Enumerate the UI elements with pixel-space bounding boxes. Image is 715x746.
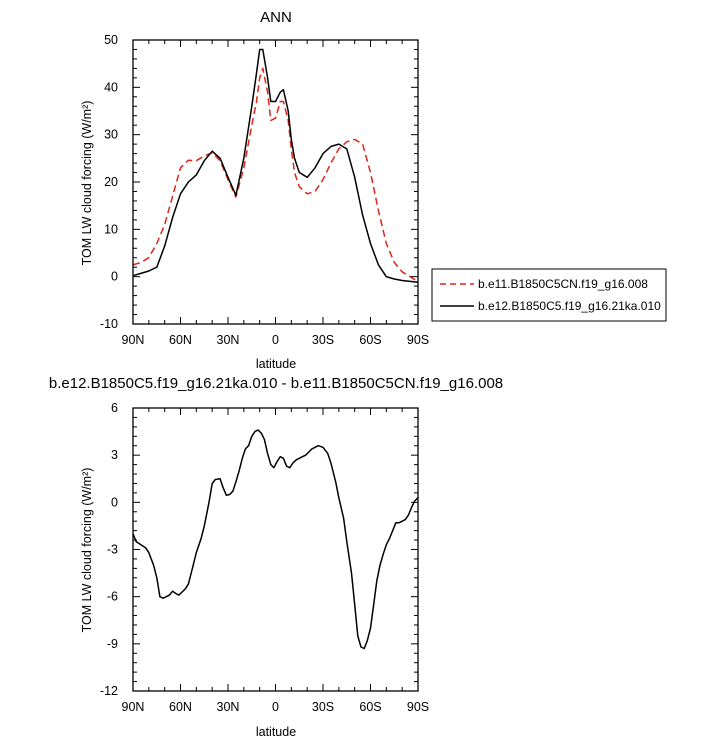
- x-tick-label: 90N: [122, 700, 145, 714]
- x-tick-label: 90N: [122, 333, 145, 347]
- y-tick-label: 10: [104, 222, 118, 236]
- y-tick-label: -3: [107, 543, 118, 557]
- y-tick-label: 0: [111, 495, 118, 509]
- y-tick-label: 50: [104, 33, 118, 47]
- x-tick-label: 30S: [312, 700, 334, 714]
- bottom-x-axis-label: latitude: [256, 725, 296, 739]
- plot-frame: [132, 39, 419, 325]
- top-chart-title: ANN: [260, 9, 292, 26]
- x-tick-label: 60N: [169, 700, 192, 714]
- x-tick-label: 90S: [407, 700, 429, 714]
- bottom-plot-area: 90N 60N 30N 0 30S 60S 90S -12 -9 -6 -3 0 3 6: [100, 401, 429, 714]
- x-tick-label: 90S: [407, 333, 429, 347]
- y-tick-label: -10: [100, 317, 118, 331]
- y-tick-label: 20: [104, 175, 118, 189]
- top-y-axis-label: TOM LW cloud forcing (W/m²): [80, 101, 94, 266]
- series-line-top-2: [132, 48, 419, 284]
- y-tick-label: 3: [111, 448, 118, 462]
- x-tick-label: 30N: [217, 333, 240, 347]
- legend-box: [431, 268, 667, 322]
- y-tick-label: -9: [107, 637, 118, 651]
- top-plot-area: 90N 60N 30N 0 30S 60S 90S -10 0 10 20 30 40 50: [100, 33, 429, 347]
- x-tick-label: 30S: [312, 333, 334, 347]
- plot-frame: [132, 407, 419, 692]
- top-x-axis-label: latitude: [256, 357, 296, 371]
- y-tick-label: -6: [107, 590, 118, 604]
- bottom-chart-title: b.e12.B1850C5.f19_g16.21ka.010 - b.e11.B…: [49, 375, 503, 392]
- x-tick-label: 0: [272, 700, 279, 714]
- y-tick-label: 30: [104, 128, 118, 142]
- x-tick-label: 30N: [217, 700, 240, 714]
- y-tick-label: 40: [104, 80, 118, 94]
- series-line-bottom-1: [132, 429, 419, 650]
- legend-label-series-2: b.e12.B1850C5.f19_g16.21ka.010: [478, 299, 661, 313]
- y-tick-label: 6: [111, 401, 118, 415]
- top-panel: ANN 90N 60N 30N 0 30S 60S 90S -10 0 10 20 30 40 50 la…: [80, 9, 429, 371]
- bottom-y-axis-label: TOM LW cloud forcing (W/m²): [80, 468, 94, 633]
- series-line-top-1: [132, 67, 419, 283]
- x-tick-label: 0: [272, 333, 279, 347]
- x-tick-label: 60N: [169, 333, 192, 347]
- y-tick-label: 0: [111, 270, 118, 284]
- bottom-panel: b.e12.B1850C5.f19_g16.21ka.010 - b.e11.B…: [49, 375, 503, 739]
- legend: b.e11.B1850C5CN.f19_g16.008 b.e12.B1850C…: [431, 268, 667, 322]
- legend-label-series-1: b.e11.B1850C5CN.f19_g16.008: [478, 277, 648, 291]
- y-tick-label: -12: [100, 684, 118, 698]
- x-tick-label: 60S: [359, 333, 381, 347]
- x-tick-label: 60S: [359, 700, 381, 714]
